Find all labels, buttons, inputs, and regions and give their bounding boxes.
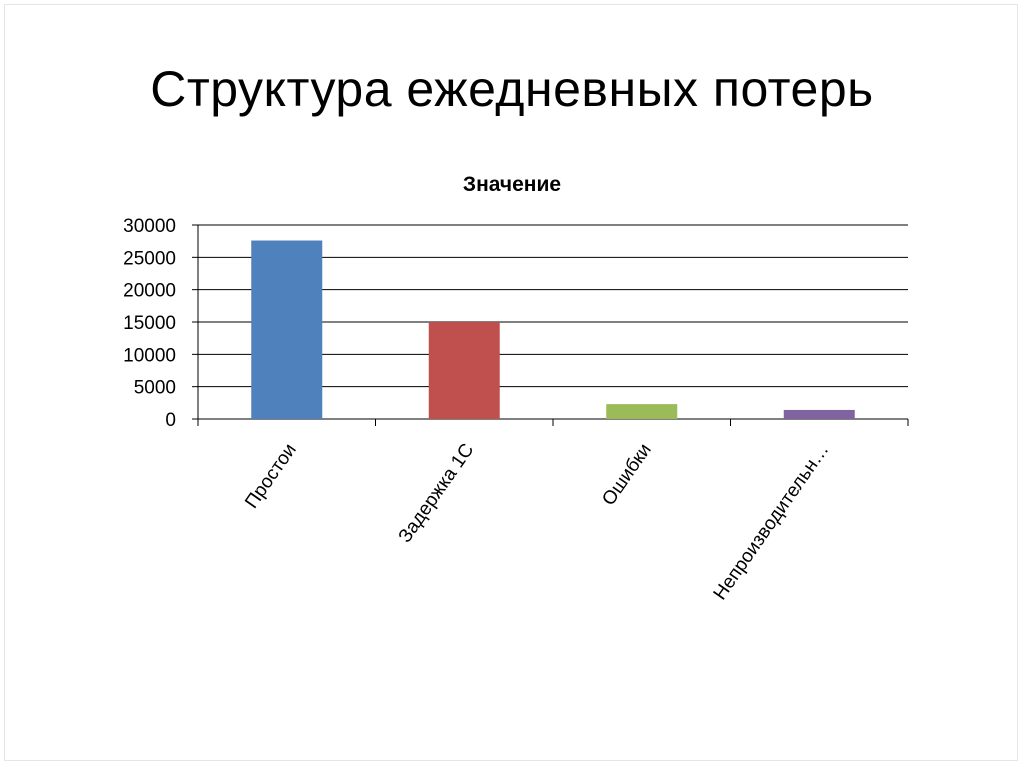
y-tick-label: 20000 [123, 281, 176, 302]
x-category-label: Задержка 1С [395, 440, 479, 547]
y-tick-label: 30000 [123, 216, 176, 237]
bars [251, 240, 855, 419]
slide-title: Структура ежедневных потерь [150, 61, 874, 117]
x-category-label: Простои [241, 440, 301, 513]
x-category-labels: Простои Задержка 1С Ошибки Непроизводительн… [241, 440, 833, 604]
bar-1 [251, 240, 323, 419]
bar-4 [783, 409, 855, 419]
x-category-label: Непроизводительн… [710, 440, 834, 604]
y-tick-label: 5000 [134, 378, 176, 399]
y-tick-labels: 0 5000 10000 15000 20000 25000 30000 [123, 216, 176, 431]
chart-title: Значение [463, 173, 561, 196]
bar-3 [606, 404, 678, 419]
y-tick-label: 15000 [123, 313, 176, 334]
y-tick-label: 10000 [123, 345, 176, 366]
x-category-label: Ошибки [598, 440, 656, 510]
y-tick-label: 25000 [123, 248, 176, 269]
y-tick-label: 0 [165, 410, 176, 431]
slide-frame [4, 4, 1018, 761]
bar-2 [428, 322, 500, 419]
